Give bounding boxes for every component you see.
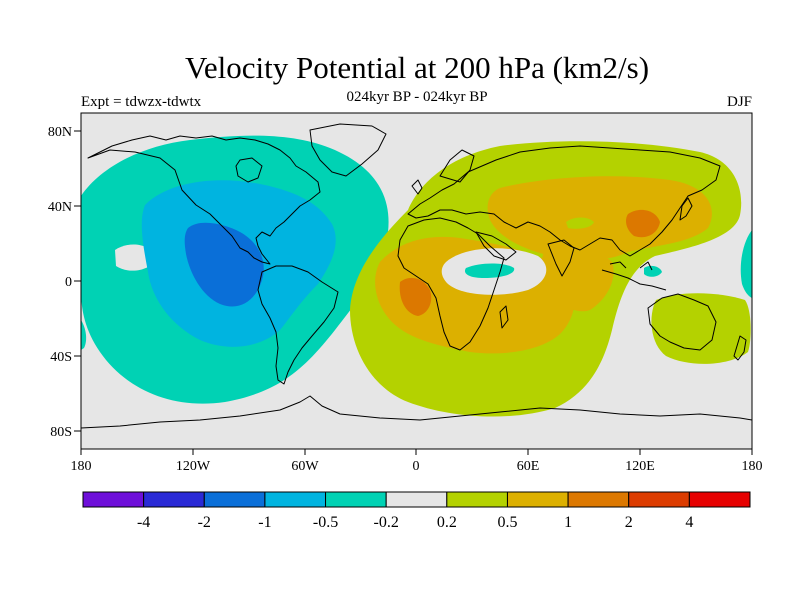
contour-pos-0.5-indian-ocean bbox=[542, 248, 614, 312]
coastline-hudson-bay bbox=[235, 157, 263, 183]
colorbar-swatch bbox=[264, 491, 327, 508]
coastline-south-america bbox=[257, 265, 339, 385]
contour-hole-maritime-teal bbox=[644, 265, 662, 277]
coastline-new-zealand bbox=[733, 335, 747, 361]
x-tick-label: 60E bbox=[517, 459, 540, 474]
coastline-africa bbox=[397, 217, 505, 351]
season-label: DJF bbox=[726, 94, 752, 110]
contour-pos-1-asia bbox=[626, 209, 660, 238]
axis-ticks bbox=[74, 130, 753, 455]
contour-pos-0.5-asia bbox=[487, 176, 712, 260]
colorbar-label: -1 bbox=[258, 514, 271, 531]
contour-pos-0.2-australia bbox=[651, 293, 751, 364]
contour-hole-central-asia bbox=[566, 217, 594, 229]
x-tick-label: 120E bbox=[625, 459, 655, 474]
contour-neg-0.2-east-edge bbox=[740, 230, 752, 298]
colorbar-label: 2 bbox=[625, 514, 633, 531]
contour-neg-0.2-west-sliver bbox=[81, 320, 87, 350]
coastline-india bbox=[547, 239, 575, 277]
colorbar-swatch bbox=[688, 491, 751, 508]
colorbar-swatch bbox=[567, 491, 630, 508]
colorbar-swatch bbox=[506, 491, 569, 508]
coastline-indonesia bbox=[601, 261, 667, 291]
colorbar-swatch bbox=[143, 491, 205, 508]
y-tick-label: 0 bbox=[65, 275, 72, 290]
colorbar-label: 1 bbox=[564, 514, 572, 531]
plot-title: Velocity Potential at 200 hPa (km2/s) bbox=[184, 50, 650, 85]
experiment-label: Expt = tdwzx-tdwtx bbox=[81, 94, 202, 110]
colorbar-swatch bbox=[628, 491, 690, 508]
colorbar-swatch bbox=[203, 491, 266, 508]
colorbar-swatch bbox=[82, 491, 145, 508]
coastline-british-isles bbox=[411, 179, 423, 195]
coastline-eurasia bbox=[407, 145, 721, 257]
y-tick-label: 80N bbox=[48, 125, 72, 140]
coastline-australia bbox=[647, 293, 717, 351]
x-tick-label: 180 bbox=[71, 459, 92, 474]
colorbar-label: -4 bbox=[137, 514, 150, 531]
coastline-scandinavia bbox=[439, 149, 475, 183]
x-tick-label: 60W bbox=[291, 459, 319, 474]
colorbar-label: 4 bbox=[685, 514, 693, 531]
x-tick-label: 180 bbox=[742, 459, 763, 474]
contour-field bbox=[81, 113, 752, 449]
colorbar-label: -0.2 bbox=[374, 514, 399, 531]
colorbar-swatch bbox=[385, 491, 448, 508]
contour-pos-1-africa bbox=[399, 277, 432, 316]
coastline-antarctica bbox=[81, 395, 752, 429]
colorbar-label: -0.5 bbox=[313, 514, 338, 531]
coastline-arabia bbox=[475, 231, 517, 261]
colorbar: -4 -2 -1 -0.5 -0.2 0.2 0.5 1 2 4 bbox=[82, 491, 751, 531]
y-tick-label: 80S bbox=[50, 425, 72, 440]
x-tick-label: 0 bbox=[413, 459, 420, 474]
colorbar-swatch bbox=[446, 491, 508, 508]
coastlines bbox=[81, 123, 752, 429]
colorbar-label: 0.5 bbox=[497, 514, 517, 531]
colorbar-label: 0.2 bbox=[437, 514, 457, 531]
coastline-greenland bbox=[309, 123, 387, 177]
plot-subtitle: 024kyr BP - 024kyr BP bbox=[346, 89, 488, 105]
y-tick-label: 40S bbox=[50, 350, 72, 365]
coastline-madagascar bbox=[499, 305, 509, 329]
x-tick-label: 120W bbox=[176, 459, 211, 474]
contour-neg-1 bbox=[184, 222, 264, 307]
colorbar-swatch bbox=[325, 491, 387, 508]
y-tick-label: 40N bbox=[48, 200, 72, 215]
colorbar-label: -2 bbox=[198, 514, 211, 531]
coastline-japan bbox=[679, 197, 693, 221]
coastline-north-america bbox=[87, 135, 321, 265]
